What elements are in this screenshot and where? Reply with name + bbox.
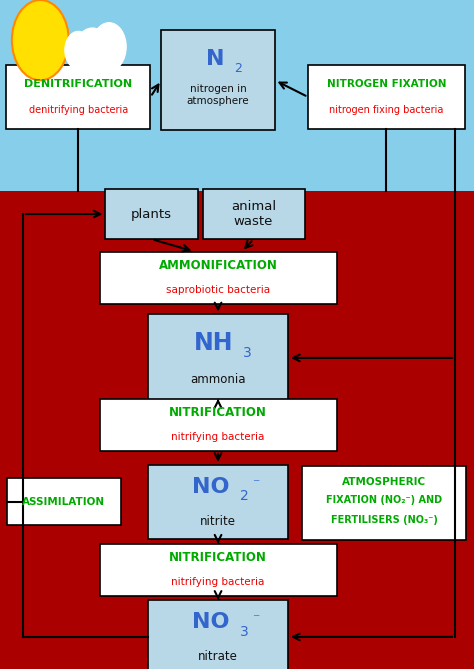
Text: animal
waste: animal waste: [231, 200, 276, 228]
FancyBboxPatch shape: [148, 465, 288, 539]
Text: nitrogen in
atmosphere: nitrogen in atmosphere: [187, 84, 249, 106]
FancyBboxPatch shape: [148, 314, 288, 401]
Text: nitrifying bacteria: nitrifying bacteria: [172, 577, 264, 587]
Text: NITROGEN FIXATION: NITROGEN FIXATION: [327, 79, 446, 88]
Text: NO: NO: [192, 612, 230, 632]
Text: nitrogen fixing bacteria: nitrogen fixing bacteria: [329, 106, 444, 115]
FancyBboxPatch shape: [100, 399, 337, 451]
FancyBboxPatch shape: [308, 66, 465, 128]
Text: ⁻: ⁻: [252, 613, 260, 626]
Text: ASSIMILATION: ASSIMILATION: [22, 497, 106, 506]
Circle shape: [73, 28, 111, 82]
Circle shape: [92, 23, 126, 71]
Text: ⁻: ⁻: [252, 478, 260, 491]
FancyBboxPatch shape: [203, 189, 304, 239]
FancyBboxPatch shape: [6, 66, 151, 128]
Text: FIXATION (NO₂⁻) AND: FIXATION (NO₂⁻) AND: [326, 495, 442, 504]
Circle shape: [65, 31, 91, 69]
FancyBboxPatch shape: [105, 189, 198, 239]
Circle shape: [12, 0, 69, 80]
FancyBboxPatch shape: [161, 30, 275, 130]
Text: 3: 3: [243, 347, 252, 360]
Bar: [0, 191, 474, 669]
Bar: [0, 0, 474, 191]
Text: plants: plants: [131, 207, 172, 221]
Text: NH: NH: [193, 331, 233, 355]
Text: saprobiotic bacteria: saprobiotic bacteria: [166, 285, 270, 294]
Text: 2: 2: [235, 62, 242, 75]
Text: NITRIFICATION: NITRIFICATION: [169, 406, 267, 419]
Text: 3: 3: [240, 625, 248, 638]
Text: DENITRIFICATION: DENITRIFICATION: [24, 79, 132, 88]
Text: nitrite: nitrite: [200, 515, 236, 529]
Text: nitrate: nitrate: [198, 650, 238, 664]
Text: NITRIFICATION: NITRIFICATION: [169, 551, 267, 565]
Text: ammonia: ammonia: [190, 373, 246, 387]
FancyBboxPatch shape: [100, 252, 337, 304]
Text: NO: NO: [192, 477, 230, 497]
FancyBboxPatch shape: [148, 600, 288, 669]
Text: 2: 2: [240, 490, 248, 503]
FancyBboxPatch shape: [302, 466, 465, 540]
Text: AMMONIFICATION: AMMONIFICATION: [159, 259, 277, 272]
Text: nitrifying bacteria: nitrifying bacteria: [172, 432, 264, 442]
Text: FERTILISERS (NO₃⁻): FERTILISERS (NO₃⁻): [330, 515, 438, 524]
Text: ATMOSPHERIC: ATMOSPHERIC: [342, 477, 426, 486]
FancyBboxPatch shape: [100, 544, 337, 596]
FancyBboxPatch shape: [7, 478, 121, 525]
Text: denitrifying bacteria: denitrifying bacteria: [28, 106, 128, 115]
Text: N: N: [206, 49, 225, 69]
